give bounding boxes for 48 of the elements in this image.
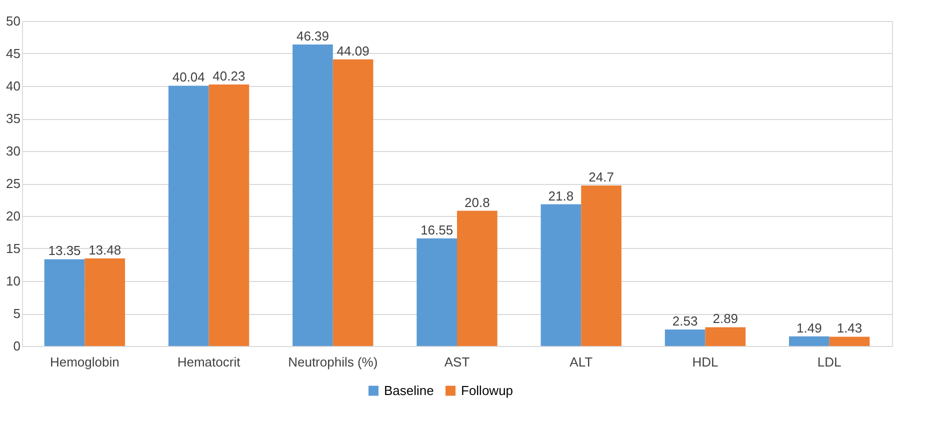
bar [788, 336, 830, 346]
data-label: 1.49 [796, 320, 822, 336]
data-label: 2.53 [672, 314, 698, 329]
data-label: 16.55 [420, 222, 454, 238]
bar [457, 210, 498, 346]
y-tick-label: 40 [6, 78, 20, 94]
bar [705, 327, 746, 346]
y-tick-label: 45 [6, 46, 20, 61]
bar [208, 84, 250, 346]
x-tick-label: LDL [817, 354, 842, 370]
bar [44, 259, 85, 346]
data-label: 20.8 [464, 194, 490, 210]
data-label: 46.39 [296, 28, 329, 44]
bar [168, 86, 209, 346]
x-tick-label: Hemoglobin [50, 354, 120, 370]
bar [581, 185, 622, 346]
x-tick-label: AST [444, 354, 470, 370]
legend-label: Followup [461, 382, 514, 398]
bar [84, 258, 126, 346]
y-tick-label: 10 [6, 274, 20, 288]
y-tick-label: 20 [6, 208, 20, 224]
bar [540, 204, 582, 346]
y-tick-label: 35 [6, 111, 20, 126]
bar [332, 59, 374, 346]
data-label: 21.8 [548, 188, 574, 204]
y-tick-label: 30 [6, 144, 20, 158]
data-label: 13.35 [48, 243, 81, 258]
bar [292, 44, 333, 346]
bar [829, 336, 870, 346]
y-tick-label: 0 [13, 338, 20, 354]
y-tick-label: 25 [6, 176, 20, 191]
bar [416, 238, 457, 346]
data-label: 1.43 [836, 320, 862, 336]
data-label: 13.48 [88, 242, 122, 258]
y-tick-label: 5 [13, 306, 20, 321]
x-tick-label: ALT [570, 354, 593, 370]
data-label: 40.23 [212, 68, 246, 84]
x-tick-label: Neutrophils (%) [288, 354, 378, 370]
x-tick-label: HDL [692, 354, 718, 370]
legend-label: Baseline [384, 382, 434, 398]
data-label: 24.7 [588, 169, 614, 184]
y-tick-label: 50 [6, 14, 20, 28]
data-label: 44.09 [336, 43, 370, 58]
x-tick-label: Hematocrit [177, 354, 241, 370]
bar [664, 330, 706, 346]
y-tick-label: 15 [6, 241, 20, 256]
data-label: 2.89 [712, 311, 738, 326]
data-label: 40.04 [172, 70, 205, 85]
